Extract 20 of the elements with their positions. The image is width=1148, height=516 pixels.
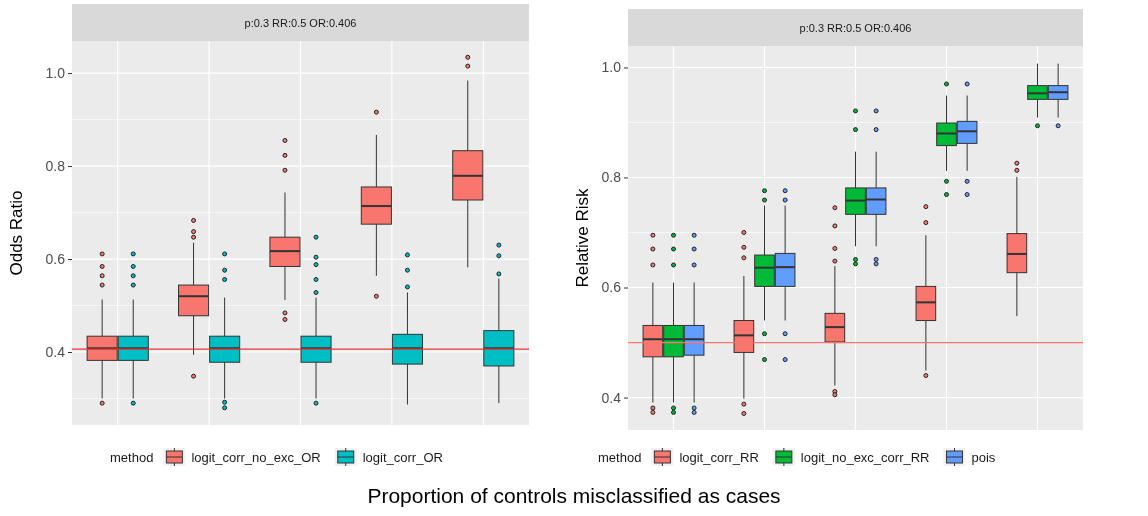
y-tick-label: 0.8 xyxy=(45,158,66,175)
y-tick-label: 1.0 xyxy=(45,65,66,82)
legend-label: logit_no_exc_corr_RR xyxy=(800,450,930,465)
legend-label: pois xyxy=(971,450,996,465)
x-axis-title: Proportion of controls misclassified as cases xyxy=(367,484,781,507)
y-tick-label: 1.0 xyxy=(601,59,622,76)
y-tick-label: 0.4 xyxy=(45,343,66,360)
legend-label: logit_corr_RR xyxy=(679,450,759,465)
legend-title: method xyxy=(110,450,154,465)
legend-title: method xyxy=(598,450,642,465)
y-tick-label: 0.8 xyxy=(601,169,622,186)
y-tick-label: 0.6 xyxy=(45,251,66,268)
chart-title: p:0.3 RR:0.5 OR:0.406 xyxy=(244,16,357,29)
y-tick-label: 0.6 xyxy=(601,279,622,296)
chart-title: p:0.3 RR:0.5 OR:0.406 xyxy=(799,21,912,34)
y-tick-label: 0.4 xyxy=(601,389,622,406)
legend-label: logit_corr_OR xyxy=(362,450,443,465)
y-axis-title: Relative Risk xyxy=(573,187,592,288)
legend-label: logit_corr_no_exc_OR xyxy=(191,450,321,465)
y-axis-title: Odds Ratio xyxy=(7,190,26,276)
